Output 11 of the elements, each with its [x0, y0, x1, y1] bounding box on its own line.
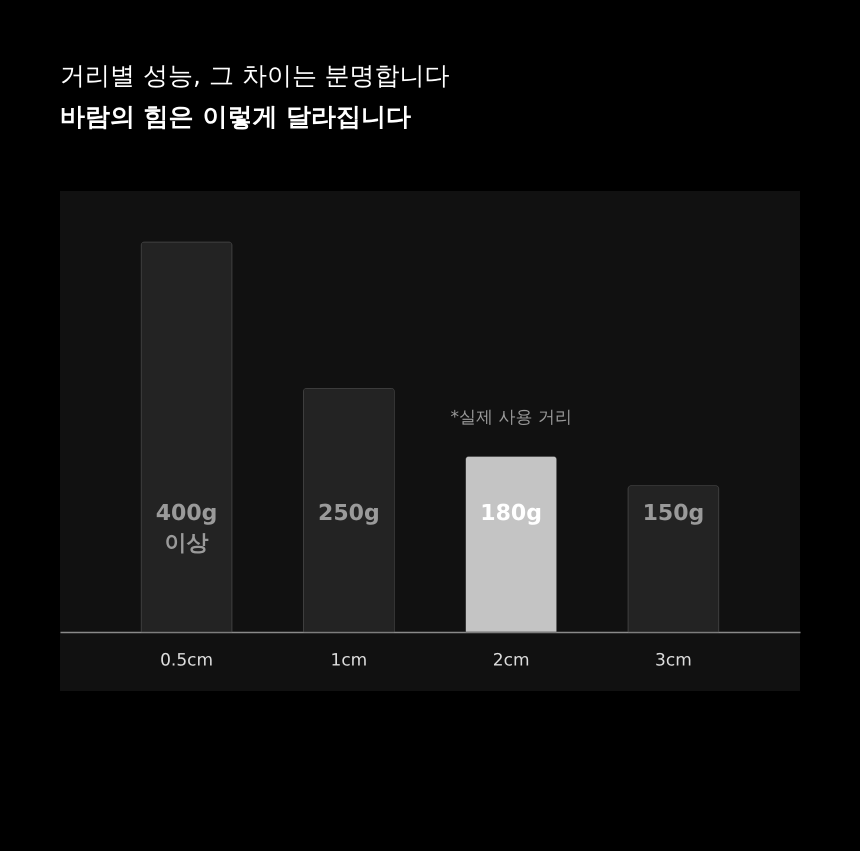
x-tick-label: 0.5cm: [160, 650, 214, 670]
x-tick-label: 1cm: [330, 650, 368, 670]
data-label: 180g: [480, 501, 542, 526]
chart-title: 거리별 성능, 그 차이는 분명합니다: [60, 60, 450, 90]
chart-subtitle: 바람의 힘은 이렇게 달라집니다: [60, 102, 412, 131]
x-tick-label: 3cm: [655, 650, 692, 670]
x-tick-label: 2cm: [492, 650, 530, 670]
data-label: 250g: [318, 501, 380, 526]
annotation: *실제 사용 거리: [450, 408, 572, 428]
data-label: 400g 이상: [156, 501, 218, 556]
data-label: 150g: [642, 501, 704, 526]
